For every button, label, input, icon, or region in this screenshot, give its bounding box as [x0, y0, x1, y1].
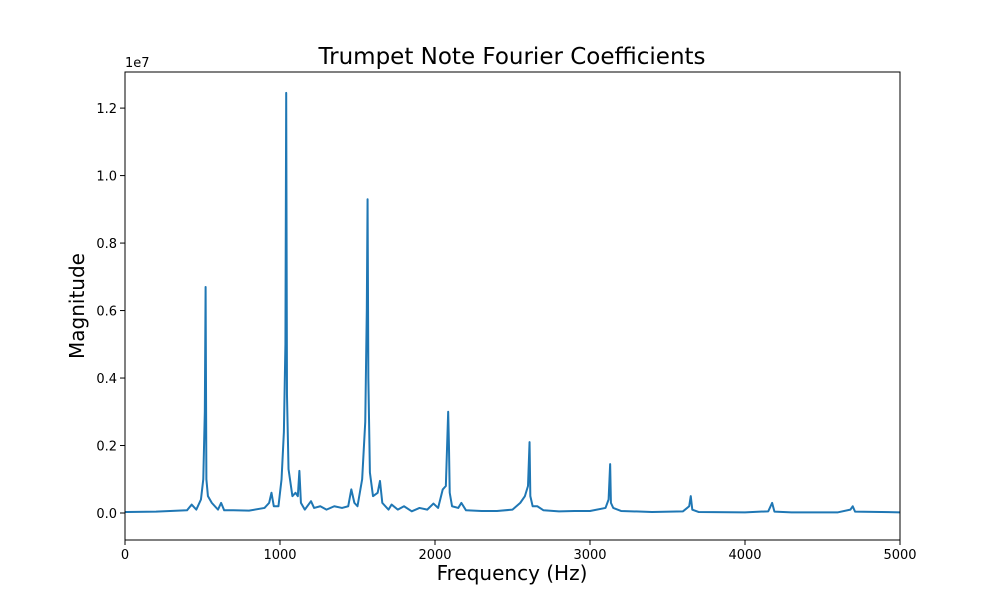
y-tick-label: 0.4: [96, 372, 117, 387]
y-tick-label: 0.2: [96, 440, 117, 455]
x-tick-label: 5000: [883, 548, 916, 563]
x-tick-label: 4000: [728, 548, 761, 563]
x-tick-label: 0: [121, 548, 129, 563]
plot-frame: [124, 71, 901, 541]
y-tick-label: 0.8: [96, 237, 117, 252]
y-tick-label: 0.0: [96, 507, 117, 522]
x-axis-label: Frequency (Hz): [437, 561, 588, 585]
x-tick-label: 1000: [263, 548, 296, 563]
chart-title: Trumpet Note Fourier Coefficients: [317, 44, 705, 70]
y-tick-label: 0.6: [96, 305, 117, 320]
x-tick-label: 2000: [418, 548, 451, 563]
y-tick-label: 1.0: [96, 170, 117, 185]
y-offset-label: 1e7: [125, 56, 150, 71]
y-axis-label: Magnitude: [65, 253, 89, 359]
x-tick-label: 3000: [573, 548, 606, 563]
y-tick-label: 1.2: [96, 102, 117, 117]
line-series: [124, 91, 901, 514]
